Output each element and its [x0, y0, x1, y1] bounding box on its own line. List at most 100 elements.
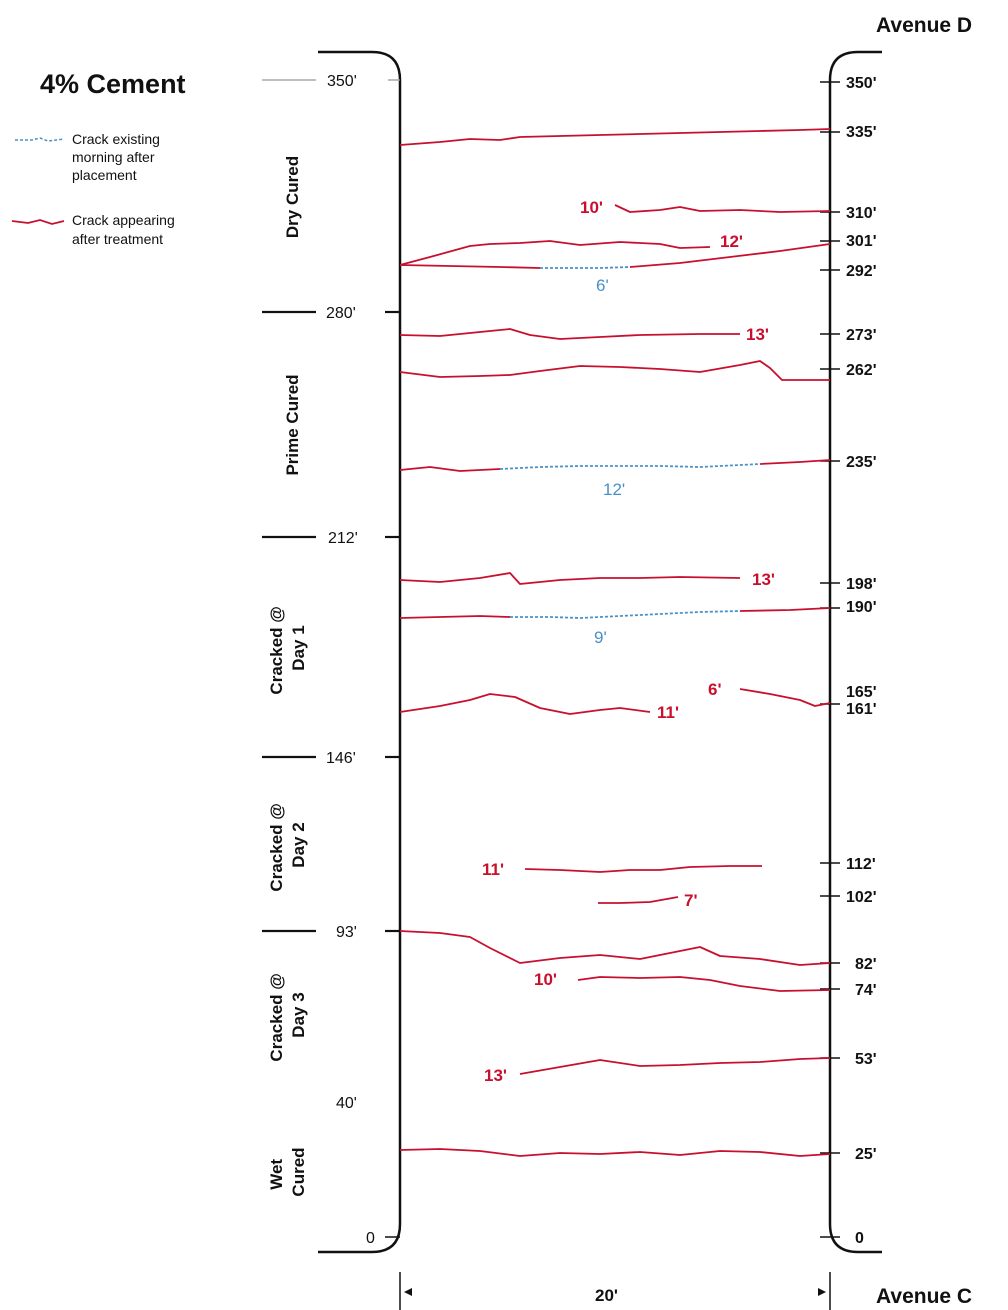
crack-label-102: 7' [684, 891, 698, 910]
legend-existing-line-1: Crack existing [72, 131, 160, 147]
section-cracked-day2-line-2: Day 2 [289, 822, 308, 867]
section-labels: Dry Cured Prime Cured Cracked @ Day 1 Cr… [267, 156, 308, 1197]
legend-existing-line-3: placement [72, 167, 137, 183]
crack-235-right [759, 459, 831, 465]
crack-label-53: 13' [484, 1066, 507, 1085]
width-dimension: 20' [399, 1272, 831, 1310]
section-cracked-day3-line-1: Cracked @ [267, 973, 286, 1061]
crack-165 [399, 693, 651, 715]
left-road-edge [318, 50, 402, 1254]
crack-335 [399, 128, 831, 146]
crack-235-left [399, 466, 501, 472]
section-cracked-day3-line-2: Day 3 [289, 992, 308, 1037]
crack-label-235: 12' [603, 480, 625, 499]
crack-labels: 10' 12' 6' 13' 12' 13' 9' 11' 6' 11' 7' … [482, 198, 775, 1085]
section-dry-cured: Dry Cured [283, 156, 302, 238]
legend-treatment-line-2: after treatment [72, 231, 163, 247]
section-prime-cured-line-1: Prime Cured [283, 374, 302, 475]
section-wet-cured-line-1: Wet [267, 1159, 286, 1190]
crack-190-existing [510, 610, 741, 619]
right-tick-74: 74' [855, 982, 877, 999]
right-road-edge [828, 50, 882, 1254]
crack-label-310: 10' [580, 198, 603, 217]
right-tick-161: 161' [846, 701, 877, 718]
crack-82 [399, 930, 831, 966]
crack-102 [598, 896, 679, 904]
crack-label-112: 11' [482, 860, 504, 879]
right-tick-310: 310' [846, 205, 877, 222]
legend-existing-line-2: morning after [72, 149, 155, 165]
crack-161 [739, 688, 831, 707]
right-tick-273: 273' [846, 327, 877, 344]
left-tick-93: 93' [336, 924, 357, 941]
crack-label-165: 11' [657, 703, 679, 722]
legend-treatment-swatch [11, 219, 65, 225]
crack-label-292: 6' [596, 276, 609, 295]
section-cracked-day3: Cracked @ Day 3 [267, 968, 308, 1061]
left-tick-40: 40' [336, 1095, 357, 1112]
right-tick-350: 350' [846, 75, 877, 92]
section-cracked-day1-line-1: Cracked @ [267, 606, 286, 694]
right-tick-292: 292' [846, 263, 877, 280]
crack-25 [399, 1148, 831, 1157]
crack-198 [399, 572, 741, 585]
section-dry-cured-line-1: Dry Cured [283, 156, 302, 238]
avenue-bottom-label: Avenue C [876, 1285, 972, 1308]
crack-label-301: 12' [720, 232, 743, 251]
right-tick-0: 0 [855, 1230, 864, 1247]
right-tick-112: 112' [846, 856, 876, 873]
left-tick-350: 350' [327, 73, 357, 90]
crack-190-right [739, 607, 831, 612]
left-ticks: 350' 280' 212' 146' 93' 40' 0 [262, 73, 400, 1247]
crack-53 [519, 1057, 831, 1075]
right-tick-labels: 350' 335' 310' 301' 292' 273' 262' 235' … [846, 75, 877, 1247]
crack-292-existing-red [399, 264, 541, 269]
width-arrow-right-icon [818, 1288, 826, 1296]
width-arrow-left-icon [404, 1288, 412, 1296]
crack-235-existing [499, 463, 761, 470]
section-prime-cured: Prime Cured [283, 374, 302, 475]
right-tick-335: 335' [846, 124, 877, 141]
crack-label-190: 9' [594, 628, 607, 647]
right-tick-301: 301' [846, 233, 877, 250]
left-tick-212: 212' [328, 530, 358, 547]
right-tick-190: 190' [846, 599, 877, 616]
crack-74 [577, 976, 831, 992]
legend-treatment-line-1: Crack appearing [72, 212, 175, 228]
crack-190-left [399, 615, 511, 619]
right-tick-262: 262' [846, 362, 877, 379]
crack-292-existing [540, 266, 631, 269]
cracks [399, 128, 831, 1157]
road-edges [318, 50, 882, 1254]
crack-273 [399, 328, 740, 340]
right-tick-235: 235' [846, 454, 877, 471]
crack-262 [399, 360, 830, 381]
right-tick-102: 102' [846, 889, 877, 906]
right-tick-198: 198' [846, 576, 877, 593]
right-tick-25: 25' [855, 1146, 877, 1163]
crack-310 [614, 204, 831, 213]
width-label: 20' [595, 1286, 618, 1305]
crack-label-161: 6' [708, 680, 722, 699]
avenue-top-label: Avenue D [876, 14, 972, 37]
right-tick-82: 82' [855, 956, 877, 973]
section-cracked-day2-line-1: Cracked @ [267, 803, 286, 891]
right-tick-53: 53' [855, 1051, 877, 1068]
right-tick-165: 165' [846, 684, 877, 701]
section-wet-cured: Wet Cured [267, 1147, 308, 1196]
legend: Crack existing morning after placement C… [11, 131, 175, 247]
page-title: 4% Cement [40, 69, 186, 99]
section-cracked-day1: Cracked @ Day 1 [267, 601, 308, 694]
crack-112 [524, 865, 762, 873]
left-tick-146: 146' [326, 750, 356, 767]
crack-label-273: 13' [746, 325, 769, 344]
section-wet-cured-line-2: Cured [289, 1147, 308, 1196]
crack-301 [399, 240, 711, 266]
crack-292-right [629, 243, 831, 268]
section-cracked-day2: Cracked @ Day 2 [267, 798, 308, 891]
left-tick-280: 280' [326, 305, 356, 322]
left-tick-0: 0 [366, 1230, 375, 1247]
crack-label-82: 10' [534, 970, 557, 989]
section-cracked-day1-line-2: Day 1 [289, 625, 308, 670]
